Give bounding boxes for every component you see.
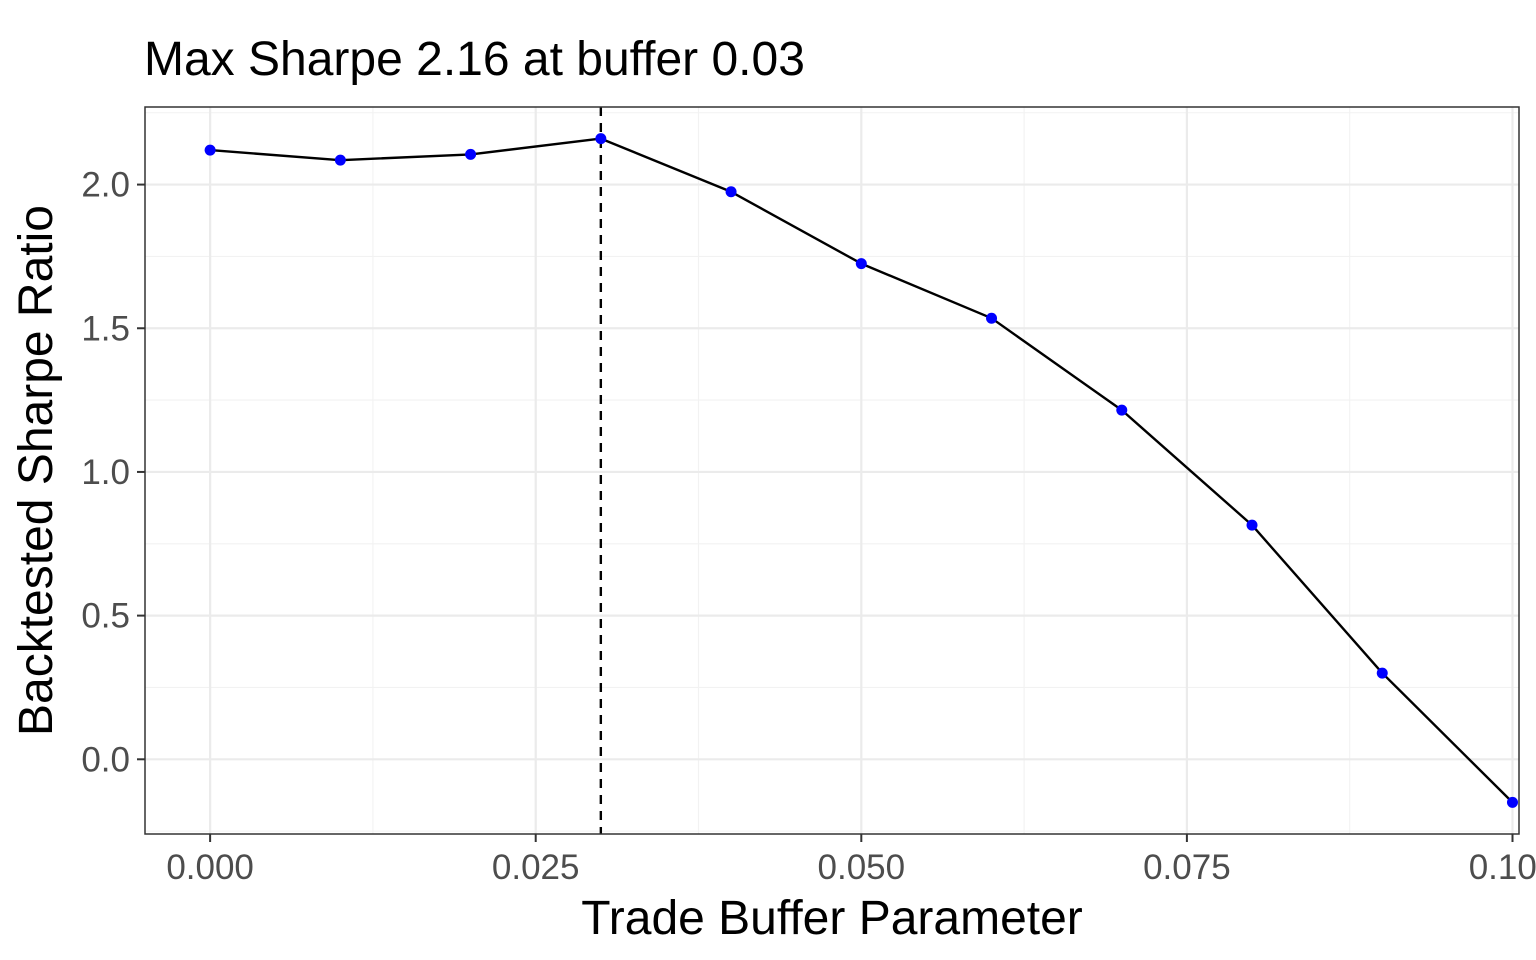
panel-border [144, 106, 1520, 835]
y-tick-label: 2.0 [81, 166, 130, 205]
y-tick-label: 0.5 [81, 597, 130, 636]
tick-layer: 0.000 0.025 0.050 0.075 0.100 0.0 0.5 1.0 1.5 2.0 [81, 166, 1536, 887]
data-point [1116, 404, 1128, 416]
data-point [1506, 796, 1518, 808]
x-tick-label: 0.025 [492, 848, 580, 887]
data-point [725, 186, 737, 198]
data-point [986, 312, 998, 324]
y-tick-label: 1.5 [81, 309, 130, 348]
chart-title: Max Sharpe 2.16 at buffer 0.03 [144, 33, 805, 86]
data-point [1376, 667, 1388, 679]
x-tick-label: 0.100 [1469, 848, 1536, 887]
data-point [595, 133, 607, 145]
data-point [465, 148, 477, 160]
x-tick-label: 0.075 [1143, 848, 1231, 887]
x-tick-label: 0.000 [166, 848, 254, 887]
data-point [204, 144, 216, 156]
y-tick-label: 0.0 [81, 740, 130, 779]
data-point [1246, 519, 1258, 531]
x-tick-label: 0.050 [818, 848, 906, 887]
series-layer [204, 133, 1518, 808]
data-point [855, 258, 867, 270]
data-point [334, 154, 346, 166]
y-tick-label: 1.0 [81, 453, 130, 492]
y-axis-title: Backtested Sharpe Ratio [10, 205, 63, 736]
x-axis-title: Trade Buffer Parameter [581, 892, 1083, 945]
grid-layer [145, 107, 1519, 834]
